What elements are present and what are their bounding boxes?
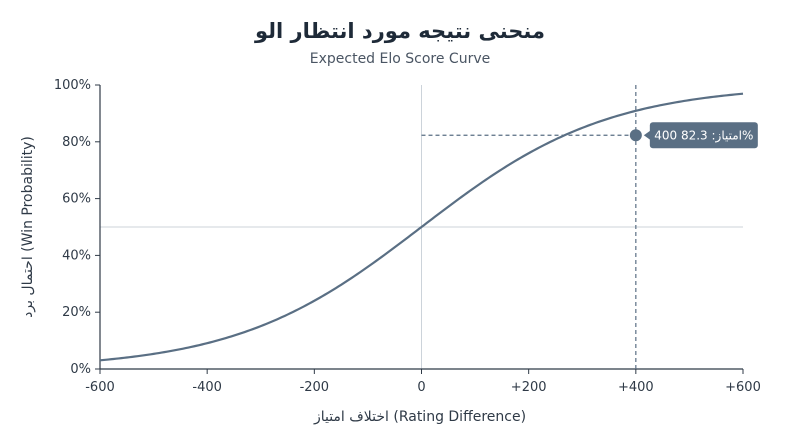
y-tick-label: 40% — [62, 248, 91, 263]
chart-subtitle: Expected Elo Score Curve — [310, 51, 490, 67]
annotation-tooltip-text: 400 امتیاز: 82.3% — [654, 128, 753, 143]
annotation-tooltip-box — [649, 122, 758, 149]
plot-area: 0% 20% 40% 60% 80% 100% -600 -400 -200 0 +200 +400 +… — [54, 78, 761, 395]
y-tick-label: 60% — [62, 192, 91, 207]
x-tick-label: 0 — [417, 380, 425, 395]
x-tick-label: +200 — [511, 380, 547, 395]
x-axis-label: اختلاف امتیاز (Rating Difference) — [313, 409, 526, 425]
annotation-point[interactable] — [629, 129, 642, 142]
x-tick-label: -600 — [85, 380, 115, 395]
x-tick-label: -200 — [300, 380, 330, 395]
y-axis-label: احتمال برد (Win Probability) — [20, 136, 36, 318]
x-tick-label: +600 — [725, 380, 761, 395]
annotation-tooltip-pointer — [643, 130, 651, 141]
y-tick-label: 20% — [62, 305, 91, 320]
y-tick-label: 0% — [70, 362, 91, 377]
expected-score-curve — [99, 92, 744, 362]
chart-title: منحنی نتیجه مورد انتظار الو — [254, 19, 545, 43]
x-tick-label: +400 — [618, 380, 654, 395]
y-tick-label: 100% — [54, 78, 91, 93]
x-tick-label: -400 — [192, 380, 222, 395]
y-tick-label: 80% — [62, 135, 91, 150]
